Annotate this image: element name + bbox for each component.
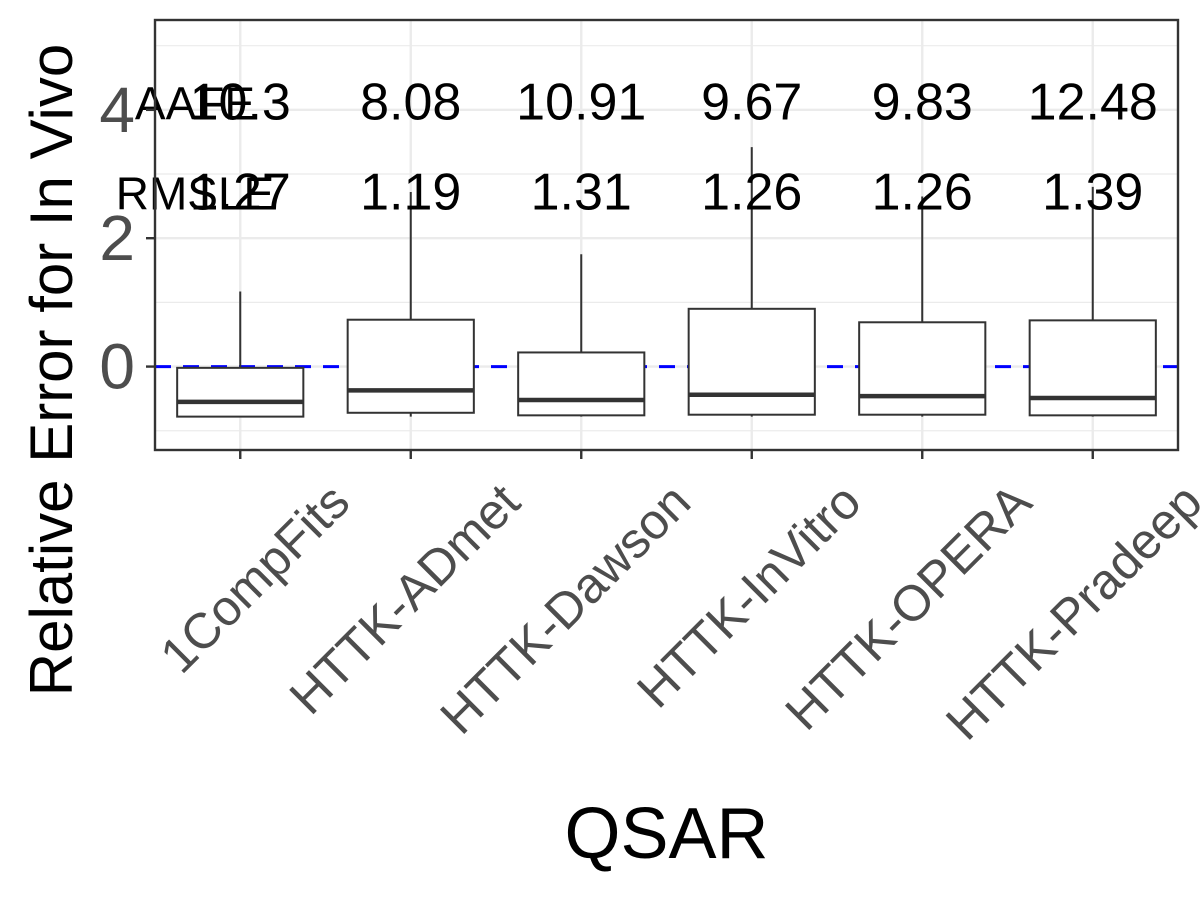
box-iqr [346, 318, 475, 414]
annotation-rmsle-value: 1.26 [872, 163, 973, 221]
box-iqr [176, 366, 305, 418]
box-HTTK-Pradeep [1028, 186, 1157, 417]
box-HTTK-Dawson [517, 254, 646, 417]
annotation-aafe-value: 10.3 [190, 73, 291, 131]
y-axis-title: Relative Error for In Vivo [18, 44, 85, 696]
annotation-aafe-value: 10.91 [516, 73, 646, 131]
annotation-rmsle-value: 1.26 [701, 163, 802, 221]
box-iqr [517, 351, 646, 417]
box-iqr [858, 321, 987, 416]
panel-border [153, 18, 1180, 452]
box-series [176, 147, 1157, 418]
annotation-aafe-value: 12.48 [1028, 73, 1158, 131]
y-tick-label: 0 [99, 331, 135, 403]
box-HTTK-OPERA [858, 196, 987, 417]
annotation-aafe-value: 9.67 [701, 73, 802, 131]
y-tick-label: 2 [99, 202, 135, 274]
plot-panel [155, 20, 1178, 450]
annotation-rmsle-value: 1.39 [1042, 163, 1143, 221]
box-HTTK-InVitro [687, 147, 816, 417]
x-axis-title: QSAR [564, 794, 768, 874]
box-1CompFits [176, 291, 305, 418]
annotation-rmsle-value: 1.31 [531, 163, 632, 221]
annotation-rmsle-value: 1.19 [360, 163, 461, 221]
panel-background [155, 20, 1178, 450]
annotation-rmsle-value: 1.27 [190, 163, 291, 221]
box-iqr [687, 307, 816, 416]
box-HTTK-ADmet [346, 192, 475, 417]
annotation-row-label: RMSLE [116, 167, 274, 219]
annotation-aafe-value: 9.83 [872, 73, 973, 131]
box-iqr [1028, 319, 1157, 417]
annotation-aafe-value: 8.08 [360, 73, 461, 131]
y-tick-label: 4 [99, 74, 135, 146]
